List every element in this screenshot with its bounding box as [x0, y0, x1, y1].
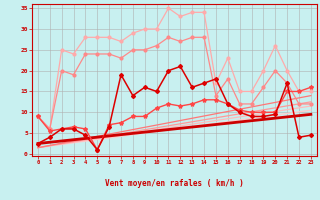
X-axis label: Vent moyen/en rafales ( km/h ): Vent moyen/en rafales ( km/h ) [105, 179, 244, 188]
